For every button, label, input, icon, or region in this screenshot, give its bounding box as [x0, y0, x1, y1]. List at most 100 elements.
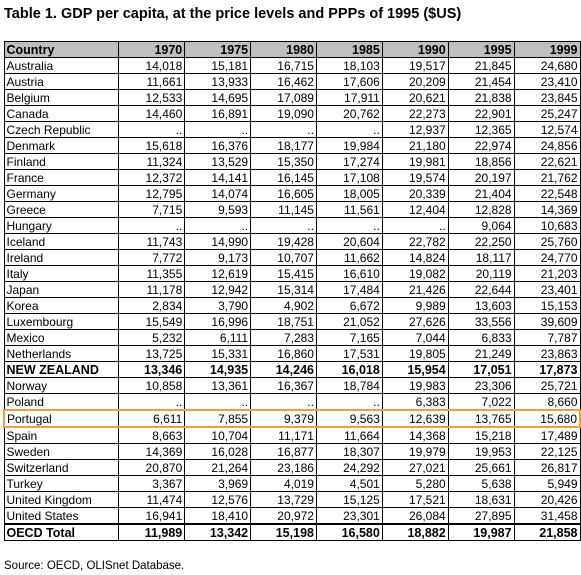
country-cell: Hungary: [3, 217, 120, 234]
value-cell: 17,606: [315, 73, 383, 90]
country-cell: United States: [3, 507, 120, 525]
value-cell: 3,969: [184, 475, 252, 492]
table-title: Table 1. GDP per capita, at the price le…: [4, 6, 462, 22]
value-cell: 15,350: [250, 153, 317, 170]
value-cell: 26,817: [513, 459, 581, 476]
value-cell: 17,521: [381, 491, 449, 508]
column-header-1975: 1975: [184, 41, 252, 58]
value-cell: 23,863: [513, 345, 581, 362]
column-header-country: Country: [3, 41, 120, 58]
value-cell: 16,145: [250, 169, 317, 186]
country-cell: Australia: [3, 57, 120, 74]
value-cell: 17,089: [250, 89, 317, 106]
value-cell: 39,609: [513, 313, 581, 330]
table-body: Australia 14,018 15,181 16,715 18,103 19,517 2…: [3, 57, 581, 541]
value-cell: 27,021: [381, 459, 449, 476]
value-cell: 11,989: [118, 523, 186, 541]
header-row: Country 1970 1975 1980 1985 1990 1995 1999: [3, 41, 581, 58]
value-cell: 12,937: [381, 121, 449, 138]
value-cell: 21,249: [447, 345, 515, 362]
country-cell: Belgium: [3, 89, 120, 106]
value-cell: 19,428: [250, 233, 317, 250]
value-cell: 17,274: [315, 153, 383, 170]
value-cell: ..: [184, 217, 252, 234]
table-row: Luxembourg 15,549 16,996 18,751 21,052 27,626…: [3, 313, 581, 330]
value-cell: 13,933: [184, 73, 252, 90]
value-cell: 11,661: [118, 73, 186, 90]
value-cell: 19,082: [381, 265, 449, 282]
value-cell: 16,715: [250, 57, 317, 74]
value-cell: 12,372: [118, 169, 186, 186]
value-cell: ..: [118, 121, 186, 138]
country-cell: Netherlands: [3, 345, 120, 362]
table-row: Switzerland 20,870 21,264 23,186 24,292 27,02…: [3, 459, 581, 476]
value-cell: 27,626: [381, 313, 449, 330]
value-cell: 25,247: [513, 105, 581, 122]
column-header-1970: 1970: [118, 41, 186, 58]
value-cell: 20,604: [315, 233, 383, 250]
value-cell: 21,762: [513, 169, 581, 186]
value-cell: 22,273: [381, 105, 449, 122]
value-cell: 15,153: [513, 297, 581, 314]
source-note: Source: OECD, OLISnet Database.: [4, 560, 185, 572]
value-cell: 13,765: [447, 409, 515, 428]
country-cell: Canada: [3, 105, 120, 122]
country-cell: Germany: [3, 185, 120, 202]
country-cell: Italy: [3, 265, 120, 282]
value-cell: 15,218: [447, 426, 515, 444]
column-header-1995: 1995: [447, 41, 515, 58]
value-cell: 16,860: [250, 345, 317, 362]
value-cell: 23,301: [315, 507, 383, 525]
value-cell: 18,005: [315, 185, 383, 202]
country-cell: France: [3, 169, 120, 186]
value-cell: 16,462: [250, 73, 317, 90]
value-cell: 16,877: [250, 443, 317, 460]
value-cell: 12,576: [184, 491, 252, 508]
value-cell: 10,707: [250, 249, 317, 266]
value-cell: 15,314: [250, 281, 317, 298]
country-cell: Denmark: [3, 137, 120, 154]
value-cell: 11,145: [250, 201, 317, 218]
value-cell: 17,911: [315, 89, 383, 106]
country-cell: Mexico: [3, 329, 120, 346]
value-cell: 4,019: [250, 475, 317, 492]
value-cell: 16,028: [184, 443, 252, 460]
country-cell: Finland: [3, 153, 120, 170]
column-header-1980: 1980: [250, 41, 317, 58]
value-cell: 15,549: [118, 313, 186, 330]
value-cell: 18,856: [447, 153, 515, 170]
value-cell: 12,619: [184, 265, 252, 282]
country-cell: Spain: [3, 426, 120, 444]
value-cell: 16,605: [250, 185, 317, 202]
table-row: Finland 11,324 13,529 15,350 17,274 19,981 18,…: [3, 153, 581, 170]
value-cell: 16,996: [184, 313, 252, 330]
value-cell: 7,787: [513, 329, 581, 346]
value-cell: ..: [118, 217, 186, 234]
value-cell: 20,197: [447, 169, 515, 186]
value-cell: 24,292: [315, 459, 383, 476]
value-cell: 22,250: [447, 233, 515, 250]
value-cell: 31,458: [513, 507, 581, 525]
value-cell: 21,404: [447, 185, 515, 202]
value-cell: 5,280: [381, 475, 449, 492]
value-cell: 16,018: [315, 361, 383, 378]
country-cell: Turkey: [3, 475, 120, 492]
country-cell: United Kingdom: [3, 491, 120, 508]
value-cell: 16,580: [315, 523, 383, 541]
value-cell: 12,942: [184, 281, 252, 298]
value-cell: 12,828: [447, 201, 515, 218]
value-cell: 19,984: [315, 137, 383, 154]
value-cell: 18,410: [184, 507, 252, 525]
value-cell: 20,426: [513, 491, 581, 508]
table-row: Austria 11,661 13,933 16,462 17,606 20,209 21,…: [3, 73, 581, 90]
value-cell: 24,770: [513, 249, 581, 266]
value-cell: 20,972: [250, 507, 317, 525]
value-cell: ..: [250, 217, 317, 234]
value-cell: ..: [315, 393, 383, 411]
table-row: Iceland 11,743 14,990 19,428 20,604 22,782 22,…: [3, 233, 581, 250]
table-row: France 12,372 14,141 16,145 17,108 19,574 20,1…: [3, 169, 581, 186]
value-cell: 22,621: [513, 153, 581, 170]
value-cell: 9,173: [184, 249, 252, 266]
value-cell: ..: [250, 121, 317, 138]
value-cell: 15,618: [118, 137, 186, 154]
